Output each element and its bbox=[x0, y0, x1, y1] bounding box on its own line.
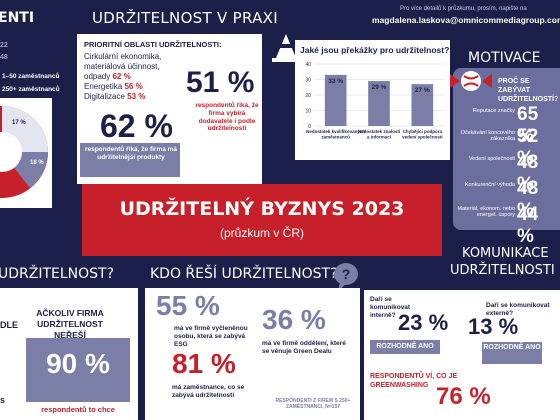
left-top-legend-2: 48 bbox=[0, 54, 8, 61]
category-label: Nedostatek znalostí a informací bbox=[358, 129, 401, 140]
category-label: Chybějící podpora vedení společnosti bbox=[402, 129, 443, 140]
greenwashing-value: 76 % bbox=[436, 383, 491, 410]
bar bbox=[411, 84, 434, 126]
kdo-stat2-value: 36 % bbox=[262, 304, 326, 335]
priority-list: Cirkulární ekonomika, materiálová účinno… bbox=[84, 52, 184, 102]
priority-item: Energetika 56 % bbox=[84, 82, 143, 91]
pie-label-17: 17 % bbox=[12, 120, 26, 126]
left-bottom-partial1: DLE bbox=[0, 320, 18, 330]
y-tick-label: 40 bbox=[305, 62, 311, 68]
bar-value-label: 33 % bbox=[328, 78, 343, 85]
obstacles-title: Jaké jsou překážky pro udržitelnost? bbox=[300, 45, 450, 55]
priority-title: PRIORITNÍ OBLASTI UDRŽITELNOSTI: bbox=[84, 40, 222, 49]
komunikace-heading-2: UDRŽITELNOSTI bbox=[450, 263, 555, 278]
banner-subtitle: (průzkum v ČR) bbox=[219, 226, 304, 240]
greenwashing-text: RESPONDENTŮ VÍ, CO JE GREENWASHING bbox=[370, 373, 458, 390]
motivace-item: Očekávání koncového zákazníka 52 % bbox=[460, 126, 539, 169]
motivace-intro: PROČ SE ZABÝVAT UDRŽITELNOSTÍ? bbox=[498, 78, 559, 103]
kdo-card bbox=[145, 288, 360, 420]
traffic-cone-icon bbox=[272, 34, 300, 62]
praxi-heading: UDRŽITELNOST V PRAXI bbox=[92, 9, 278, 27]
left-bottom-box bbox=[26, 338, 130, 402]
left-top-legend-1: 22 bbox=[0, 42, 8, 49]
komunikace-a1: ROZHODNĚ ANO bbox=[370, 340, 440, 354]
category-label: Nedostatek kvalifikovaných zaměstnanců bbox=[306, 129, 365, 140]
praxi-stat2-box bbox=[80, 143, 180, 177]
left-bottom-value: 90 % bbox=[46, 348, 110, 379]
left-top-legend-4: 250+ zaměstnanců bbox=[2, 86, 60, 93]
motivace-item: Materiál, ekonom. nebo energet. úspory 44… bbox=[457, 204, 539, 247]
left-bottom-partial2: s bbox=[0, 395, 6, 405]
left-top-legend-3: 1–50 zaměstnanců bbox=[2, 73, 60, 80]
komunikace-a2: ROZHODNĚ ANO bbox=[482, 342, 542, 364]
kdo-stat3-value: 81 % bbox=[172, 348, 236, 379]
left-bottom-heading: UDRŽITELNOST? bbox=[0, 266, 115, 282]
motivace-item: Reputace značky 65 % bbox=[472, 104, 539, 147]
y-tick-label: 20 bbox=[305, 93, 311, 99]
komunikace-q2: Daří se komunikovat externě? bbox=[486, 302, 550, 317]
bar-value-label: 29 % bbox=[372, 84, 387, 91]
banner-title: UDRŽITELNÝ BYZNYS 2023 bbox=[119, 198, 405, 220]
motivace-list: Reputace značky 65 % Očekávání koncového … bbox=[455, 104, 560, 247]
priority-item: Cirkulární ekonomika, materiálová účinno… bbox=[84, 52, 162, 81]
bar-value-label: 27 % bbox=[415, 87, 430, 94]
contact-line1: Pro více detailů k průzkumu, prosím, nap… bbox=[400, 6, 527, 12]
kdo-note: RESPONDENTI Z FIREM S 250+ ZAMĚSTNANCI, … bbox=[275, 398, 351, 411]
kdo-stat1-value: 55 % bbox=[156, 290, 220, 321]
main-banner bbox=[82, 184, 442, 256]
kdo-stat2-text: má ve firmě oddělení, které se věnuje Gr… bbox=[262, 340, 346, 355]
bar bbox=[368, 81, 390, 126]
komunikace-q1: Daří se komunikovat interně? bbox=[370, 296, 411, 319]
pie-label-18: 18 % bbox=[30, 160, 44, 166]
y-tick-label: 0 bbox=[308, 124, 311, 130]
kdo-stat3-text: má zaměstnance, co se zabývá udržitelnos… bbox=[172, 384, 245, 399]
contact-email[interactable]: magdalena.laskova@omnicommediagroup.com bbox=[372, 15, 560, 25]
praxi-stat1-text: respondentů říká, že firma vybírá dodava… bbox=[195, 102, 259, 133]
y-tick-label: 10 bbox=[305, 109, 311, 115]
motivace-item: Vedení společnosti 48 % bbox=[468, 152, 539, 195]
motivace-item: Konkurenční výhoda 48 % bbox=[464, 178, 539, 221]
komunikace-v2: 13 % bbox=[468, 314, 519, 339]
left-top-heading: enti bbox=[0, 10, 35, 26]
left-bottom-lead: AČKOLIV FIRMA UDRŽITELNOST NEŘEŠÍ bbox=[36, 308, 104, 341]
komunikace-v1: 23 % bbox=[398, 310, 449, 335]
praxi-stat2-text: respondentů říká, že firma má udržitelně… bbox=[84, 146, 178, 161]
kdo-heading: KDO ŘEŠÍ UDRŽITELNOST? bbox=[150, 266, 338, 282]
pie-chart-partial: 17 % 18 % bbox=[0, 98, 52, 208]
praxi-stat1-value: 51 % bbox=[186, 66, 255, 99]
obstacles-bar-chart: 0 10 20 30 40 33 % Nedostatek kvalifikovaných z… bbox=[305, 62, 444, 140]
komunikace-heading-1: KOMUNIKACE bbox=[462, 246, 549, 261]
bar bbox=[324, 74, 347, 126]
praxi-stat2-value: 62 % bbox=[100, 108, 173, 144]
motivace-heading: MOTIVACE bbox=[468, 50, 541, 66]
candy-icon bbox=[450, 71, 492, 91]
priority-item: Digitalizace 53 % bbox=[84, 92, 146, 101]
motivace-card bbox=[453, 68, 560, 230]
svg-text:?: ? bbox=[342, 266, 351, 282]
left-bottom-caption: respondentů to chce bbox=[41, 405, 115, 414]
y-tick-label: 30 bbox=[305, 78, 311, 84]
kdo-stat1-text: má ve firmě vyčleněnou osobu, která se z… bbox=[174, 325, 248, 348]
